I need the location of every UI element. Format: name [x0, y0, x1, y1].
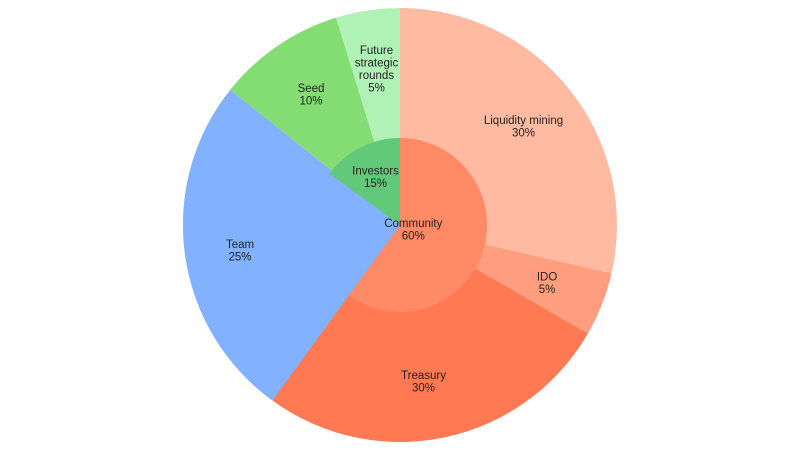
outer-label-treasury: Treasury 30% [401, 370, 446, 395]
outer-label-seed: Seed 10% [298, 83, 325, 108]
inner-slice-investors [329, 138, 400, 225]
inner-label-team: Team 25% [226, 239, 254, 264]
inner-slice-team [182, 97, 400, 401]
outer-slice-treasury [252, 225, 588, 442]
outer-label-liquidity-mining: Liquidity mining 30% [484, 115, 563, 140]
inner-ring [182, 97, 487, 401]
slice-labels: Liquidity mining 30% IDO 5% Treasury 30% Seed 1… [226, 45, 563, 395]
inner-slice-community [348, 138, 487, 312]
outer-label-ido: IDO 5% [537, 272, 558, 297]
inner-label-investors: Investors 15% [352, 166, 399, 191]
outer-label-future-strategic-rounds: Future strategic rounds 5% [355, 45, 399, 95]
inner-label-community: Community 60% [384, 218, 442, 243]
